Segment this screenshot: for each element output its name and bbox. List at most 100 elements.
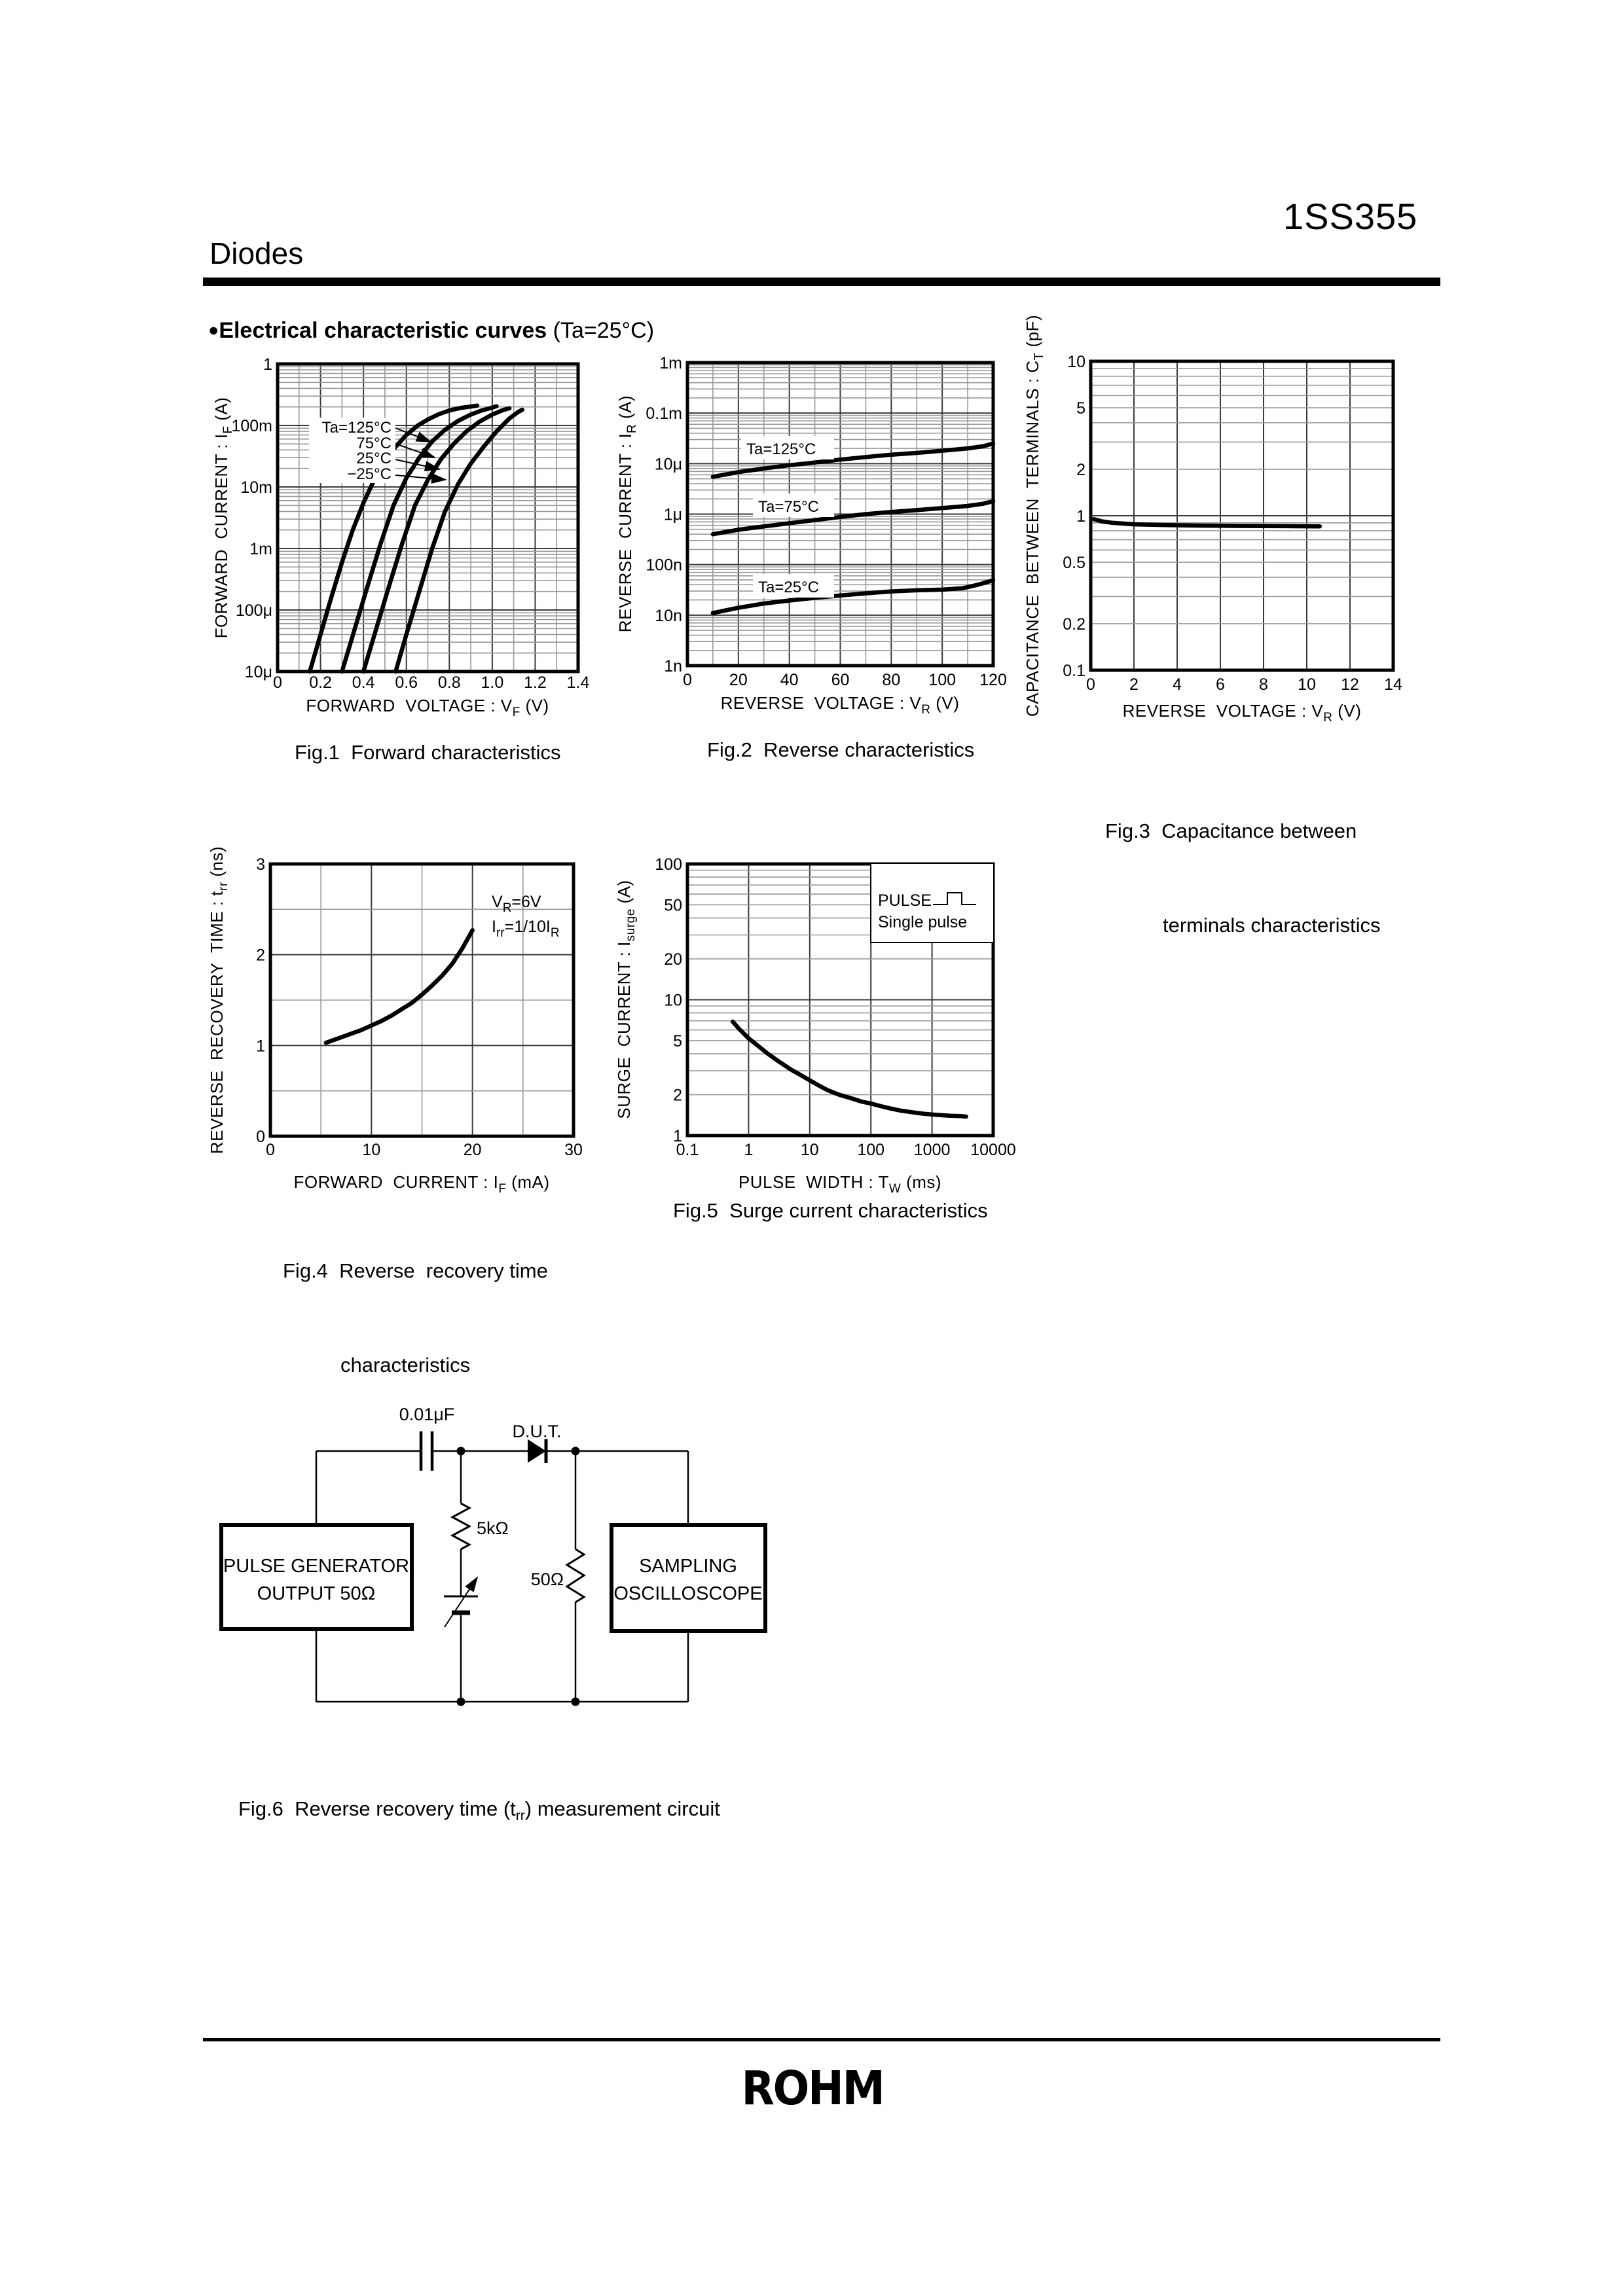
curve-label: Ta=25°C: [758, 579, 819, 596]
fig5-caption: Fig.5 Surge current characteristics: [673, 1199, 988, 1222]
series-curve: [361, 406, 512, 674]
tick-label: 10: [664, 992, 682, 1010]
junction-dot: [456, 1446, 465, 1456]
tick-label: 0.2: [1063, 615, 1085, 634]
tick-label: 0: [273, 673, 282, 692]
svg-text:SAMPLING: SAMPLING: [639, 1556, 737, 1577]
legend-title: PULSE: [878, 891, 932, 910]
tick-label: 3: [256, 855, 265, 874]
tick-label: 80: [882, 671, 900, 689]
wire: [315, 1451, 689, 1703]
tick-label: 10: [1067, 353, 1085, 371]
tick-label: 4: [1173, 675, 1182, 694]
legend-box: PULSE Single pulse: [870, 864, 993, 943]
label-mask: [753, 493, 834, 517]
tick-label: 1: [673, 1127, 682, 1145]
tick-label: 2: [1129, 675, 1139, 694]
tick-label: 1m: [249, 540, 272, 558]
capacitor-icon: [419, 1431, 434, 1471]
plot-border: [1089, 359, 1395, 672]
legend-subtitle: Single pulse: [878, 913, 967, 931]
wire: [460, 1451, 577, 1702]
y-axis-title: FORWARD CURRENT : IF (A): [211, 397, 235, 639]
tick-label: 1: [256, 1037, 265, 1055]
x-axis-title: FORWARD VOLTAGE : VF (V): [306, 696, 549, 719]
x-axis-title: REVERSE VOLTAGE : VR (V): [721, 693, 960, 717]
tick-label: 1000: [914, 1141, 951, 1159]
curve-label: −25°C: [347, 465, 392, 483]
chart-layer: 0 20 40 60 80 100 120 1m 0.1m 10μ 1μ 100n 10n 1n: [646, 354, 1006, 689]
pulse-generator-box: PULSE GENERATOR OUTPUT 50Ω: [219, 1523, 414, 1631]
series-curve: [710, 578, 996, 615]
tick-label: 0: [256, 1128, 265, 1146]
tick-label: 120: [979, 671, 1007, 689]
capacitance-chart: 0 2 4 6 8 10 12 14 10 5 2 1 0.5 0.2 0.1 CAPACITANCE BE…: [1023, 315, 1402, 725]
condition-note: VR=6V: [492, 893, 541, 915]
curve-label: Ta=75°C: [758, 498, 819, 516]
series-curve: [710, 499, 996, 537]
label-arrow: [395, 443, 436, 458]
tick-label: 0: [266, 1141, 275, 1159]
pulse-waveform-icon: [933, 892, 976, 905]
x-axis-title: FORWARD CURRENT : IF (mA): [293, 1172, 549, 1196]
svg-text:PULSE GENERATOR: PULSE GENERATOR: [223, 1556, 409, 1577]
page-title: 1SS355: [1283, 196, 1418, 237]
fig3-caption: Fig.3 Capacitance between terminals char…: [1105, 819, 1381, 937]
tick-label: 50: [664, 896, 682, 914]
tick-label: 0: [1086, 675, 1095, 694]
tick-label: 5: [1076, 399, 1085, 418]
tick-label: 1.0: [481, 673, 503, 692]
label-mask: [741, 436, 834, 459]
junction-dot: [456, 1697, 465, 1706]
plot-border: [276, 362, 580, 673]
category-title: Diodes: [210, 236, 304, 270]
tick-label: 0.6: [395, 673, 418, 692]
tick-label: 1: [263, 355, 272, 374]
series-curve: [710, 441, 996, 479]
reverse-characteristics-chart: 0 20 40 60 80 100 120 1m 0.1m 10μ 1μ 100n 10n 1n REVE…: [615, 354, 1007, 717]
tick-label: 100: [655, 855, 682, 874]
svg-text:OSCILLOSCOPE: OSCILLOSCOPE: [613, 1583, 762, 1604]
tick-label: 0.2: [309, 673, 332, 692]
tick-label: 100: [928, 671, 956, 689]
section-heading-normal: (Ta=25°C): [547, 318, 655, 343]
diode-icon: [528, 1439, 548, 1463]
circuit-diagram: 0.01μF D.U.T. 5kΩ 50Ω PULSE GENERATOR OU…: [219, 1405, 767, 1706]
tick-label: 1m: [659, 354, 682, 372]
tick-label: 12: [1341, 675, 1359, 694]
label-mask: [753, 574, 834, 598]
tick-label: 20: [664, 950, 682, 969]
junction-dot: [571, 1697, 580, 1706]
tick-label: 100m: [231, 417, 272, 435]
resistor-5k-label: 5kΩ: [477, 1518, 509, 1538]
sampling-oscilloscope-box: SAMPLING OSCILLOSCOPE: [610, 1523, 767, 1633]
tick-label: 100: [857, 1141, 884, 1159]
tick-label: 2: [256, 946, 265, 965]
tick-label: 1.4: [567, 673, 590, 692]
tick-label: 10m: [240, 478, 272, 497]
tick-label: 0.1m: [646, 404, 682, 423]
tick-label: 10: [362, 1141, 380, 1159]
section-heading: ●Electrical characteristic curves (Ta=25…: [208, 318, 654, 344]
plot-border: [268, 862, 575, 1138]
label-arrow: [395, 459, 441, 472]
tick-label: 10000: [970, 1141, 1016, 1159]
tick-label: 1n: [664, 657, 682, 675]
curve-label: 75°C: [356, 435, 392, 452]
resistor-50-label: 50Ω: [531, 1570, 564, 1589]
junction-dot: [571, 1446, 580, 1456]
tick-label: 1: [744, 1141, 753, 1159]
series-curve: [323, 927, 475, 1045]
y-axis-title: REVERSE CURRENT : IR (A): [615, 395, 639, 632]
fig4-caption: Fig.4 Reverse recovery time characterist…: [283, 1259, 548, 1376]
tick-label: 20: [464, 1141, 482, 1159]
tick-label: 8: [1259, 675, 1268, 694]
resistor-50-icon: [565, 1548, 586, 1604]
reverse-recovery-chart: 0 10 20 30 0 1 2 3 REVERSE RECOVERY TIME : trr …: [207, 846, 583, 1196]
x-axis-title: REVERSE VOLTAGE : VR (V): [1123, 701, 1362, 725]
capacitor-label: 0.01μF: [399, 1405, 455, 1424]
tick-label: 6: [1216, 675, 1225, 694]
fig1-caption: Fig.1 Forward characteristics: [295, 741, 561, 764]
